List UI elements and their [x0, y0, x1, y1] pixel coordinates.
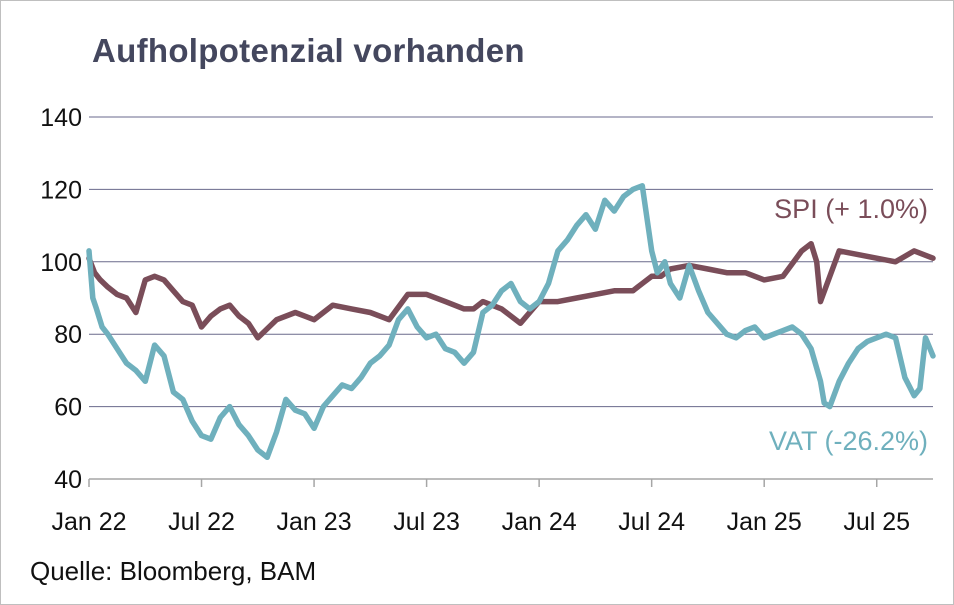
y-tick-label: 100	[40, 249, 82, 277]
y-tick-label: 140	[40, 104, 82, 132]
x-tick-label: Jul 24	[618, 508, 685, 536]
y-tick-label: 60	[54, 394, 82, 422]
y-tick-label: 80	[54, 321, 82, 349]
spi-series-label: SPI (+ 1.0%)	[774, 194, 928, 224]
chart-title: Aufholpotenzial vorhanden	[92, 32, 525, 69]
y-axis-ticks: 40 60 80 100 120 140	[40, 104, 82, 494]
vat-series-line	[86, 183, 936, 461]
series-lines	[86, 183, 936, 461]
source-note: Quelle: Bloomberg, BAM	[30, 556, 317, 586]
x-tick-label: Jan 24	[502, 508, 577, 536]
x-tick-label: Jan 23	[277, 508, 352, 536]
spi-series-line	[86, 240, 936, 341]
y-tick-label: 120	[40, 176, 82, 204]
gridlines	[89, 116, 933, 408]
x-tick-label: Jan 25	[727, 508, 802, 536]
x-axis: Jan 22 Jul 22 Jan 23 Jul 23 Jan 24 Jul 24 Jan …	[51, 478, 933, 536]
x-tick-label: Jul 22	[168, 508, 235, 536]
x-tick-label: Jan 22	[51, 508, 126, 536]
x-tick-label: Jul 25	[843, 508, 910, 536]
y-tick-label: 40	[54, 466, 82, 494]
x-tick-label: Jul 23	[393, 508, 460, 536]
vat-series-label: VAT (-26.2%)	[769, 426, 928, 456]
